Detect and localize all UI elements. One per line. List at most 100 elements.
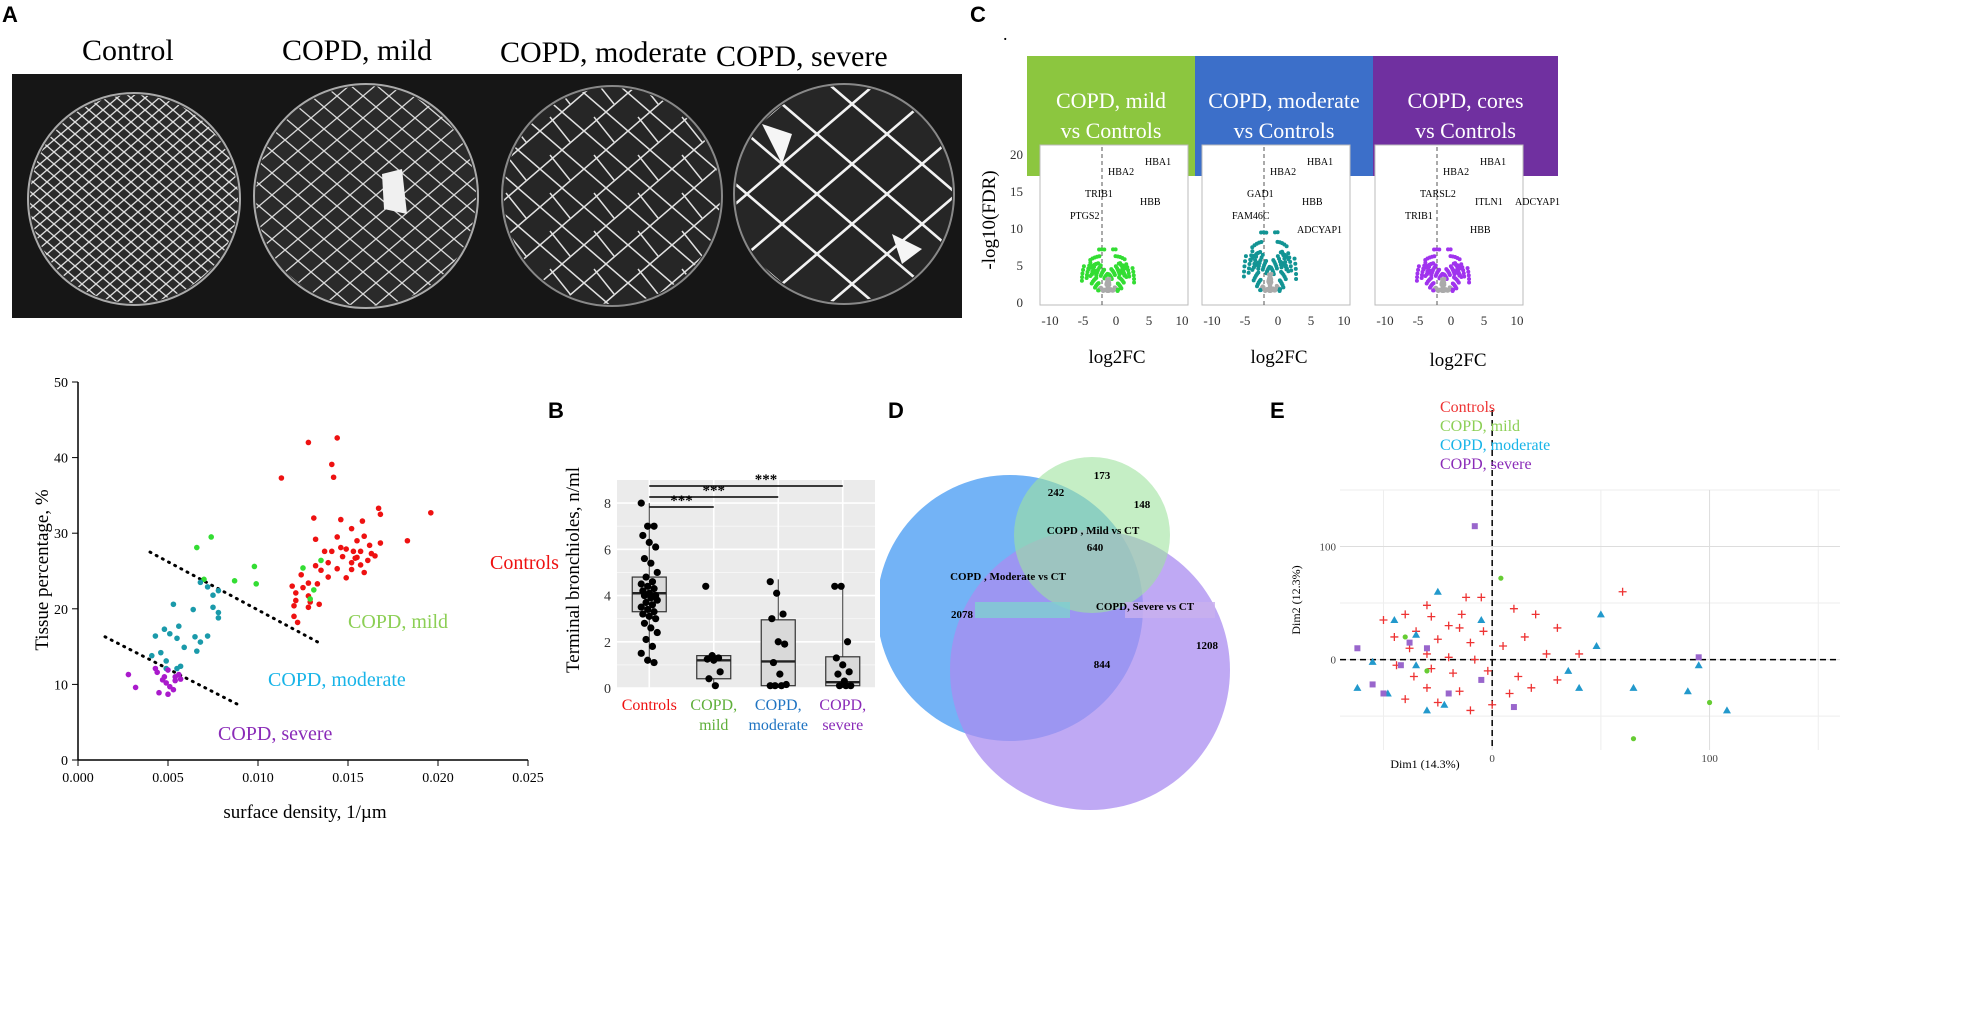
scatter-point [311,515,317,521]
volcano-point [1286,251,1291,256]
scatter-point [294,619,301,626]
scatter-point [343,546,350,552]
boxplot-point [639,610,647,618]
scatter-point [348,566,355,573]
boxplot-point [716,668,724,676]
pca-point [1618,587,1627,596]
panel-label-c: C [970,2,986,27]
volcano-point [1243,259,1248,264]
volcano-point [1274,286,1279,291]
volcano-point [1097,247,1102,252]
volcano-xlabel-moderate: log2FC [1250,347,1307,368]
scatter-point [163,658,169,664]
volcano-point [1423,260,1428,265]
boxplot-point [652,615,660,623]
volcano-point [1247,262,1252,267]
volcano-point [1261,285,1266,290]
boxplot-y-tick-label: 4 [604,590,611,605]
venn-count-mild-only: 173 [1094,470,1111,482]
pca-point [1509,604,1518,613]
volcano-point [1293,266,1298,271]
boxplot-point [647,559,655,567]
boxplot-point [650,608,658,616]
scatter-point [293,590,299,596]
volcano-point [1251,278,1256,283]
pca-x-tick-label: 0 [1489,753,1495,765]
volcano-point [1443,287,1448,292]
volcano-point [1419,276,1424,281]
scatter-y-tick-label: 0 [61,754,68,769]
pca-point [1422,683,1431,692]
scatter-point [330,474,337,481]
volcano-point [1275,254,1280,259]
scatter-point [428,509,434,516]
boxplot-point [637,603,645,611]
boxplot-point [781,640,789,648]
scatter-point [357,548,364,555]
scatter-x-tick-label: 0.020 [422,771,454,786]
volcano-point [1278,287,1283,292]
volcano-point [1444,267,1449,272]
boxplot-point [779,610,787,618]
scatter-point [338,544,344,551]
volcano-point [1428,262,1433,267]
panel-label-d: D [888,398,904,423]
volcano-point [1286,269,1291,274]
volcano-point [1132,276,1137,281]
volcano-frame [1374,144,1524,306]
volcano-point [1104,282,1109,287]
boxplot-point [843,638,852,646]
scatter-point [215,609,222,616]
volcano-ylabel: -log10(FDR) [979,170,1000,269]
pca-point [1510,704,1517,711]
pca-point [1401,695,1410,704]
volcano-point [1132,280,1137,285]
volcano-gene-label: GAD1 [1247,189,1274,200]
pca-point [1527,683,1536,692]
volcano-gene-label: HBB [1302,197,1323,208]
volcano-x-tick-label: 10 [1338,313,1351,328]
volcano-point [1447,287,1452,292]
pca-point [1368,657,1377,665]
scatter-point [170,686,177,693]
scatter-point [366,542,373,549]
boxplot-point [774,638,782,646]
volcano-point [1249,253,1254,258]
volcano-gene-label: ITLN1 [1475,197,1503,208]
pca-legend-severe: COPD, severe [1440,456,1532,473]
boxplot-point [642,635,650,644]
pca-point [1433,587,1442,595]
scatter-point [215,615,222,621]
volcano-point [1248,258,1253,263]
volcano-x-tick-label: 5 [1308,313,1315,328]
volcano-point [1456,280,1461,285]
scatter-point [174,635,180,642]
pca-point [1440,700,1449,708]
volcano-gene-label: HBA1 [1480,157,1506,168]
volcano-point [1116,287,1121,292]
volcano-point [1121,280,1126,285]
volcano-point [1088,274,1093,279]
volcano-point [1255,284,1260,289]
volcano-point [1124,274,1129,279]
boxplot-point [768,615,776,623]
volcano-point [1250,267,1255,272]
boxplot-significance-label: *** [755,472,778,488]
pca-point [1695,654,1702,661]
pca-point [1433,698,1442,707]
volcano-xlabel-mild: log2FC [1088,347,1145,368]
pca-point [1354,645,1361,652]
pca-point [1531,610,1540,619]
volcano-point [1124,266,1129,271]
scatter-point [350,548,357,555]
pca-point [1466,638,1475,647]
microct-strip [12,74,962,318]
volcano-point [1280,249,1285,254]
volcano-x-tick-label: -10 [1203,313,1220,328]
pca-point [1433,635,1442,644]
scatter-point [174,665,180,672]
scatter-point [170,601,177,608]
scatter-point [154,669,160,676]
volcano-point [1466,273,1471,278]
volcano-point [1088,260,1093,265]
